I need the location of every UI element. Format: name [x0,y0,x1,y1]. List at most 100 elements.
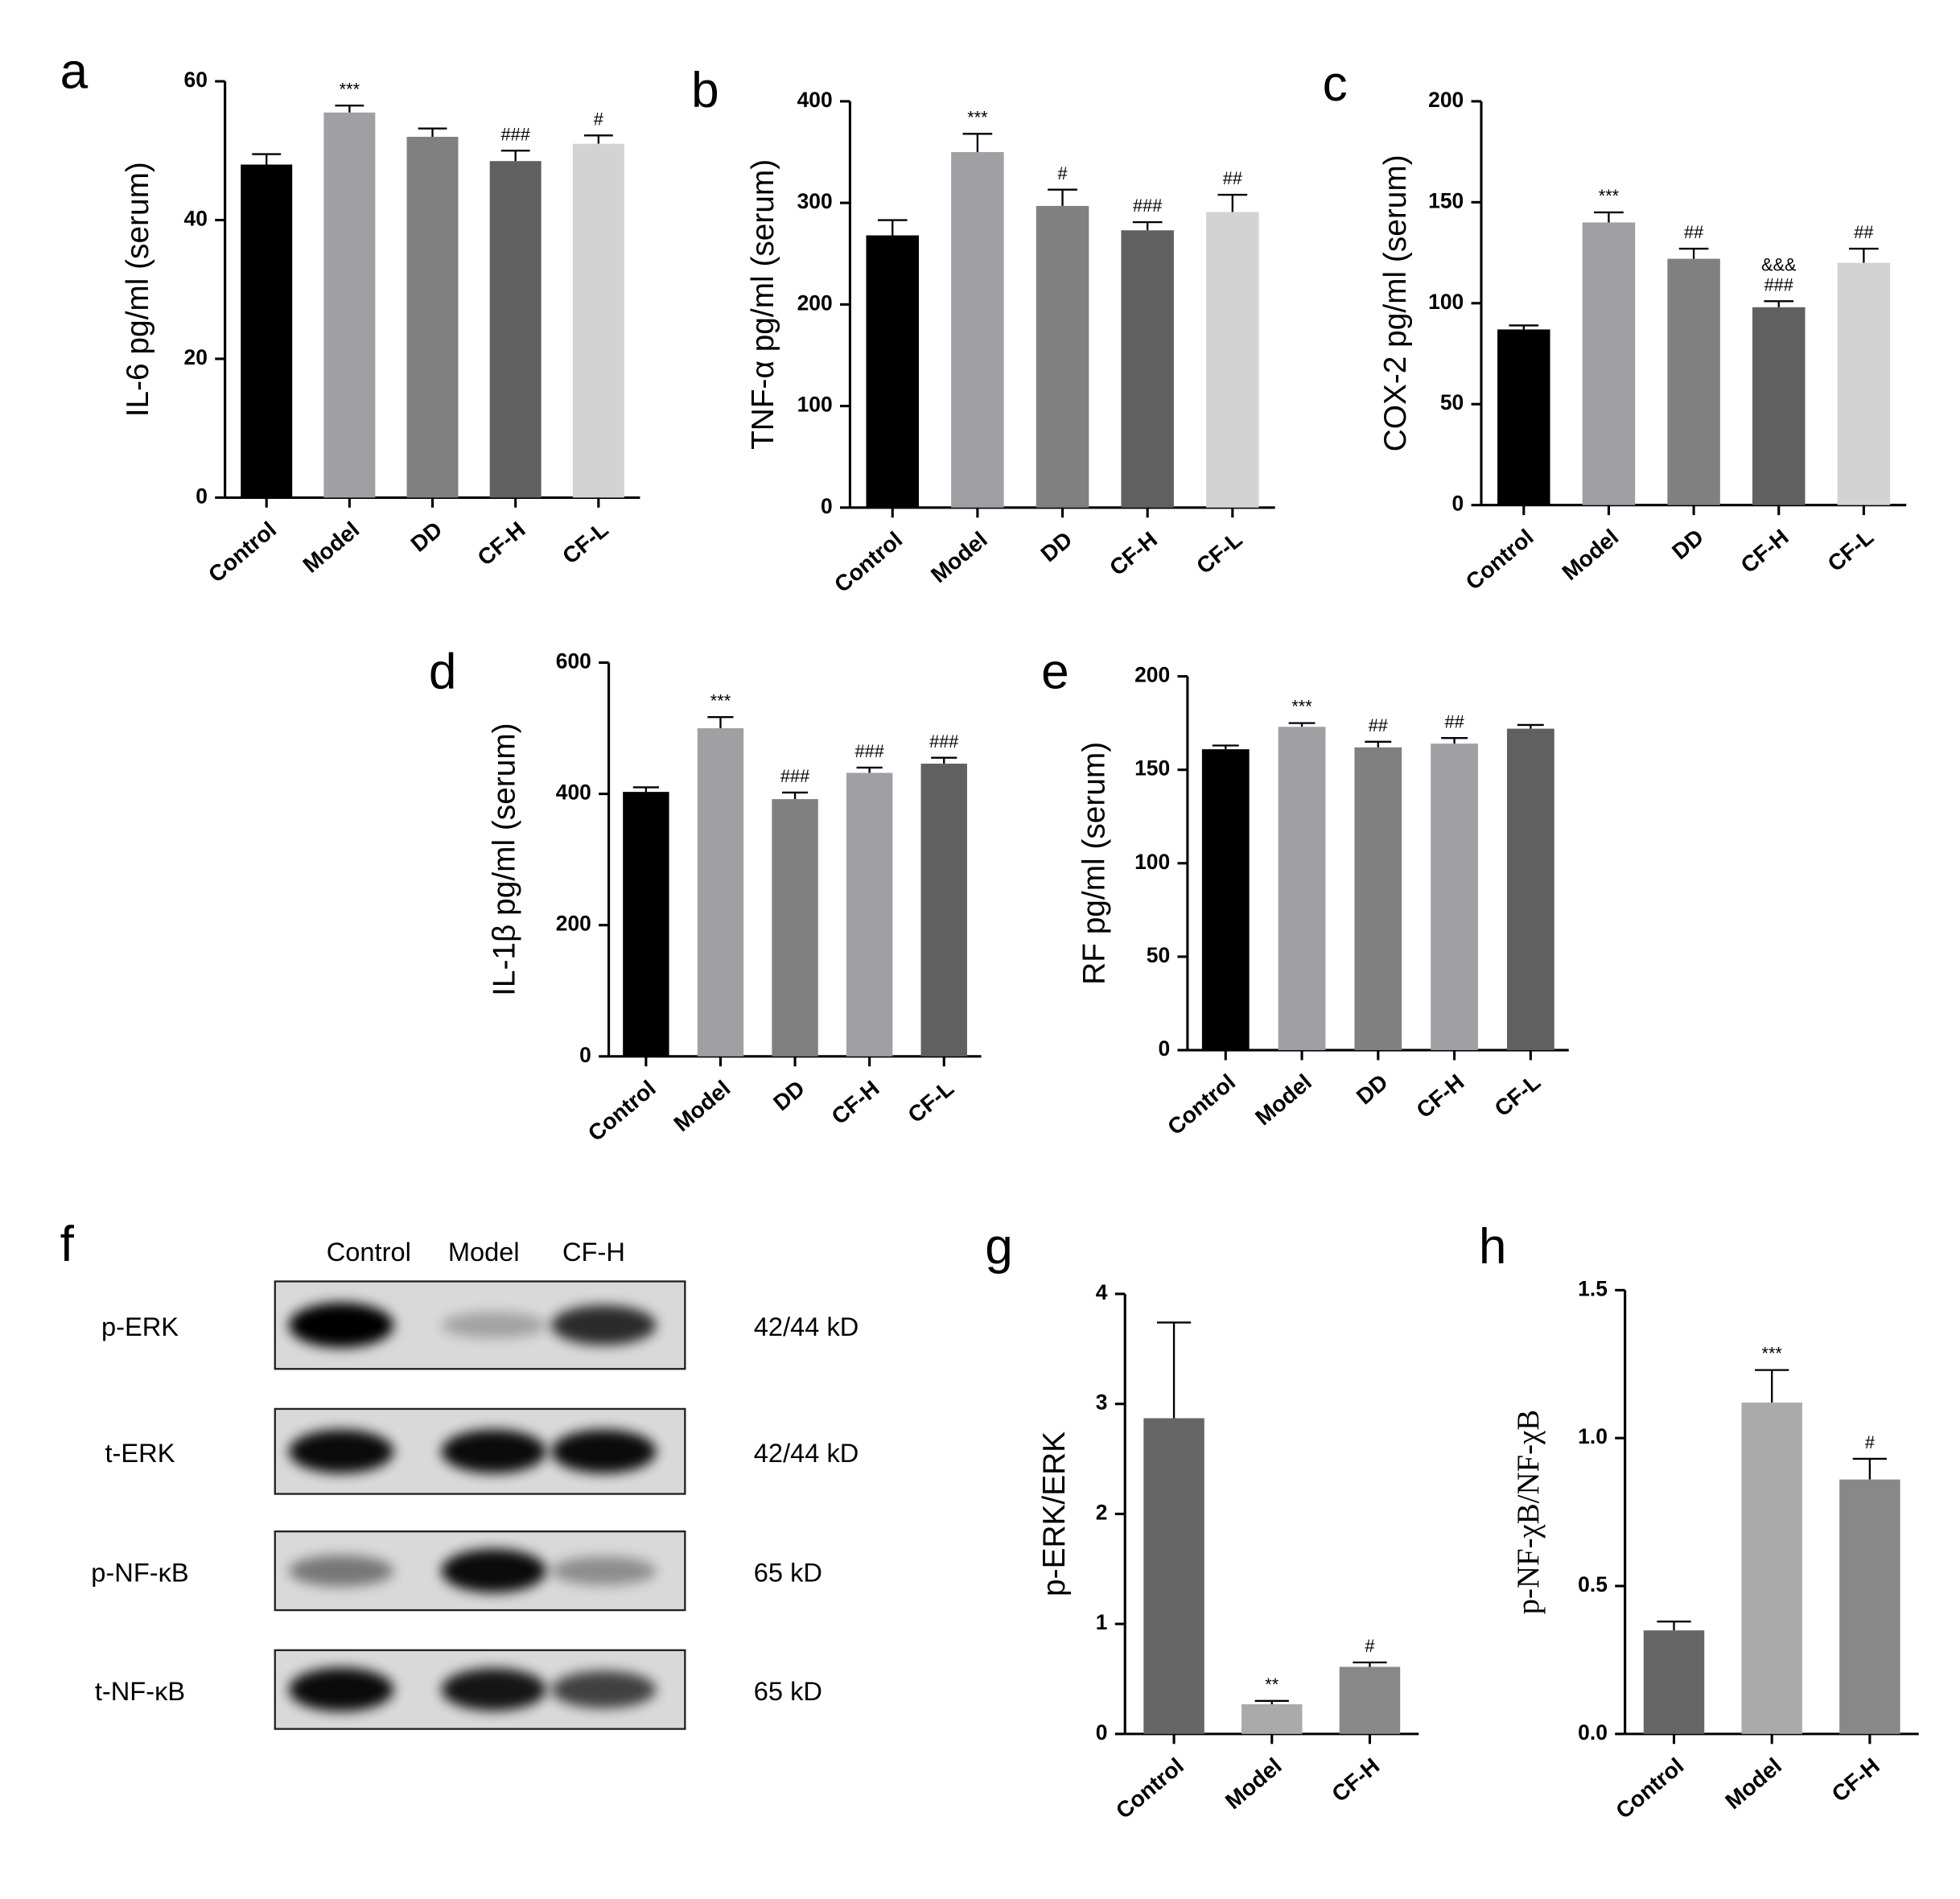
y-tick-label: 200 [1134,663,1170,687]
blot-band [441,1668,546,1712]
bar [1506,728,1554,1051]
significance-label: *** [967,107,988,127]
bar [1036,205,1089,508]
bar [1741,1403,1802,1734]
significance-label: # [1057,163,1067,183]
bar [623,792,669,1057]
significance-label: *** [1761,1344,1782,1364]
lane-label: Model [448,1237,520,1267]
significance-label: ## [1444,711,1464,731]
significance-label: ### [501,124,530,144]
bar [572,143,624,498]
bar [241,164,293,498]
blot-band [288,1555,394,1587]
bar [323,112,376,498]
y-tick-label: 300 [797,189,833,213]
y-axis-label: IL-6 pg/ml (serum) [121,162,155,417]
bar [866,235,919,508]
significance-label: ### [929,731,958,752]
bar [1143,1418,1204,1734]
blot-band [288,1429,394,1473]
blot-band [551,1304,657,1345]
bar [1431,744,1478,1051]
y-tick-label: 600 [556,649,591,673]
bar [1339,1666,1401,1734]
y-tick-label: 0 [1452,492,1464,516]
blot-band [441,1429,546,1473]
bar [1121,230,1174,508]
significance-label: ## [1369,715,1388,735]
row-label: t-NF-κB [95,1676,185,1706]
significance-label: # [1365,1636,1374,1656]
y-axis-label: RF pg/ml (serum) [1077,742,1112,985]
y-tick-label: 60 [184,68,208,92]
bar [1201,749,1250,1051]
significance-label: &&& [1761,255,1797,275]
y-tick-label: 20 [184,345,208,369]
size-label: 65 kD [754,1557,822,1587]
significance-label: ### [1764,274,1793,295]
blot-band [441,1548,546,1593]
blot-band [441,1312,546,1339]
y-tick-label: 200 [556,912,591,936]
bar [1241,1703,1303,1734]
y-tick-label: 40 [184,206,208,230]
significance-label: # [594,109,603,129]
y-tick-label: 2 [1096,1500,1108,1524]
bar [1839,1479,1900,1734]
bar [846,772,893,1057]
significance-label: *** [710,690,731,711]
y-tick-label: 0 [821,494,833,518]
bar [406,137,459,498]
western-blot: f Control Model CF-H p-ERK 42/44 kD t-ERK 42/4… [60,1217,859,1730]
y-tick-label: 100 [797,393,833,417]
y-tick-label: 0 [1096,1720,1108,1745]
size-label: 42/44 kD [754,1312,859,1341]
significance-label: # [1865,1432,1875,1452]
significance-label: *** [1599,186,1620,206]
y-tick-label: 50 [1440,390,1464,414]
significance-label: *** [340,79,360,99]
panel-letter: d [429,644,457,699]
bar [951,152,1004,508]
significance-label: ** [1265,1674,1279,1695]
y-tick-label: 1 [1096,1610,1108,1634]
y-tick-label: 0 [196,484,208,508]
row-label: p-NF-κB [91,1557,188,1587]
bar [920,764,967,1057]
row-label: t-ERK [105,1438,175,1468]
significance-label: ## [1223,168,1242,188]
panel-letter: f [60,1217,75,1272]
y-tick-label: 4 [1096,1280,1108,1304]
y-tick-label: 1.5 [1578,1276,1608,1300]
bar [1837,262,1891,505]
panel-letter: c [1323,56,1348,112]
bar [1643,1630,1705,1734]
y-tick-label: 0.5 [1578,1572,1608,1596]
significance-label: ## [1854,222,1873,242]
y-tick-label: 100 [1134,850,1170,874]
y-tick-label: 400 [556,781,591,805]
significance-label: ### [1133,196,1162,216]
y-axis-label: COX-2 pg/ml (serum) [1378,154,1413,451]
bar [1582,222,1636,505]
bar [1752,307,1806,505]
significance-label: ## [1684,222,1703,242]
y-tick-label: 3 [1096,1390,1108,1415]
y-tick-label: 150 [1134,756,1170,781]
bar [772,799,818,1057]
bar [1206,212,1259,508]
size-label: 42/44 kD [754,1438,859,1468]
bar [489,161,541,498]
blot-band [288,1667,394,1712]
y-axis-label: p-ERK/ERK [1037,1431,1072,1596]
size-label: 65 kD [754,1676,822,1706]
y-tick-label: 200 [797,290,833,315]
y-axis-label: TNF-α pg/ml (serum) [746,159,780,450]
y-tick-label: 200 [1428,88,1464,112]
bar [1667,258,1720,505]
blot-band [551,1556,657,1585]
y-axis-label: p-NF-χB/NF-χB [1511,1410,1546,1615]
y-tick-label: 0 [579,1043,591,1067]
